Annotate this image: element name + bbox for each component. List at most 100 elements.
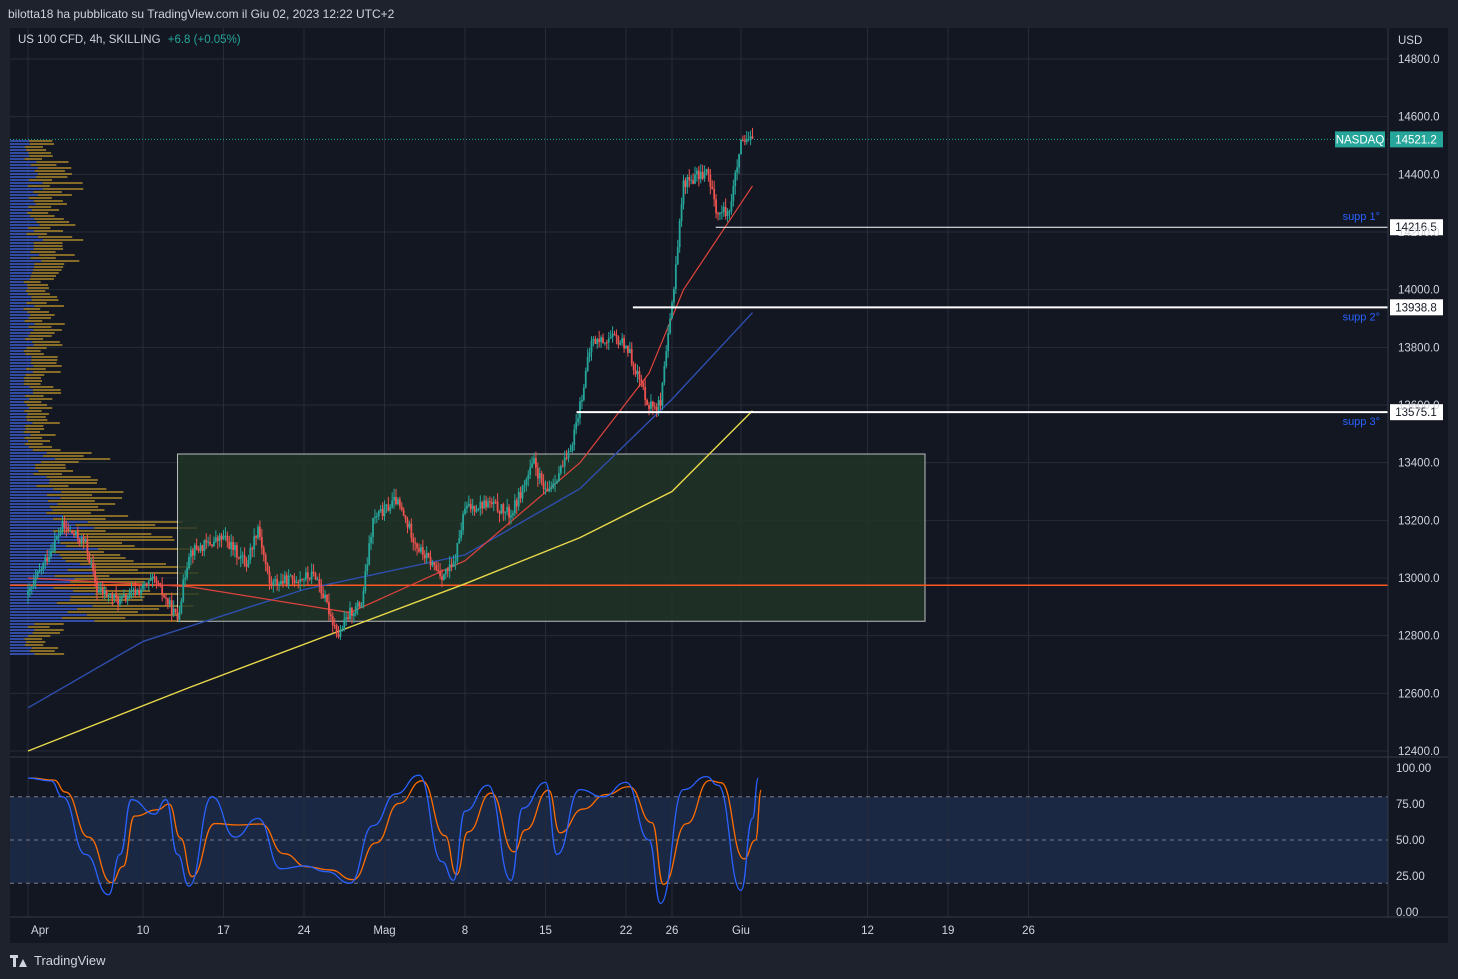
candle-body [36,571,39,578]
time-tick-label: 17 [217,925,230,937]
profile-bar-yellow [31,272,59,274]
candle-body [492,501,495,505]
profile-bar-yellow [30,251,56,253]
candle-body [427,553,430,557]
candle-body [201,545,204,552]
candle-body [306,572,309,578]
profile-bar-blue [10,275,31,277]
candle-body [644,386,647,401]
tradingview-logo[interactable]: TradingView [10,953,106,968]
profile-bar-blue [10,161,37,163]
candle-body [621,338,624,343]
candle-body [352,613,355,616]
stoch-k-line[interactable] [27,774,759,905]
profile-bar-blue [10,185,28,187]
candle-body [556,481,558,484]
profile-bar-yellow [61,491,124,493]
candle-body [701,171,704,179]
ema-slow-line[interactable] [27,410,753,752]
candle-body [30,586,33,589]
profile-bar-blue [10,374,26,376]
candle-body [429,556,432,566]
candle-body [370,536,372,544]
candle-body [571,445,574,451]
ema-mid-line[interactable] [27,312,754,709]
profile-bar-yellow [42,239,84,241]
candle-body [27,590,29,596]
candle-body [607,338,610,343]
candle-body [552,483,555,488]
candle-body [147,580,150,585]
time-axis-background [10,917,1448,943]
profile-bar-yellow [23,281,41,283]
profile-bar-blue [10,521,88,523]
candle-body [172,608,175,615]
profile-bar-yellow [49,482,97,484]
candle-body [648,405,650,409]
candle-body [471,505,474,510]
candle-body [216,537,219,541]
profile-bar-yellow [23,350,41,352]
profile-bar-blue [10,467,36,469]
candle-body [132,589,135,591]
profile-bar-blue [10,446,29,448]
candle-body [34,577,37,581]
candle-body [40,569,43,571]
candle-body [619,342,622,345]
candle-body [462,514,464,531]
candle-body [234,545,236,550]
price-axis[interactable]: USD 14800.0 14600.0 14400.0 14200.0 14000.0 13… [1398,35,1440,758]
profile-bar-blue [10,308,24,310]
profile-bar-yellow [25,395,44,397]
profile-bar-yellow [28,227,51,229]
candle-body [220,535,223,540]
profile-bar-yellow [36,221,70,223]
profile-bar-blue [10,347,27,349]
candle-body [699,171,702,180]
profile-bar-blue [10,209,33,211]
profile-bar-blue [10,470,39,472]
profile-bar-blue [10,326,29,328]
symbol-label[interactable]: US 100 CFD, 4h, SKILLING [18,34,161,46]
candle-body [393,497,395,501]
stoch-axis[interactable]: 100.00 75.00 50.00 25.00 0.00 [1396,763,1431,919]
price-tick-label: 12800.0 [1398,631,1440,643]
profile-bar-yellow [26,368,46,370]
time-axis[interactable]: Apr 10 17 24 Mag 8 15 22 26 Giu 12 19 26 [31,925,1035,937]
candle-body [686,177,689,188]
profile-bar-blue [10,344,34,346]
candle-body [75,530,77,536]
consolidation-zone[interactable] [177,453,926,622]
candle-body [50,551,52,557]
stoch-d-line[interactable] [30,777,762,886]
profile-bar-blue [10,290,26,292]
profile-bar-yellow [32,389,61,391]
candle-body [577,418,579,423]
profile-bar-yellow [27,287,49,289]
profile-bar-blue [10,497,61,499]
candles[interactable] [27,127,754,640]
candle-body [94,570,96,583]
candle-body [113,593,116,599]
candle-body [274,579,277,582]
candle-body [29,588,31,591]
profile-bar-yellow [26,404,47,406]
candle-body [377,511,380,516]
candle-body [99,588,102,590]
profile-bar-yellow [33,365,62,367]
profile-bar-blue [10,302,27,304]
profile-bar-yellow [33,266,64,268]
price-tick-label: 13000.0 [1398,573,1440,585]
candle-body [161,585,164,596]
candle-body [456,543,459,562]
profile-bar-blue [10,458,56,460]
candle-body [598,338,601,343]
profile-bar-yellow [65,560,134,562]
candle-body [521,486,524,499]
profile-bar-yellow [87,521,183,523]
profile-bar-yellow [28,152,52,154]
profile-bar-blue [10,149,27,151]
candle-body [533,458,535,464]
ema-fast-line[interactable] [27,185,753,614]
